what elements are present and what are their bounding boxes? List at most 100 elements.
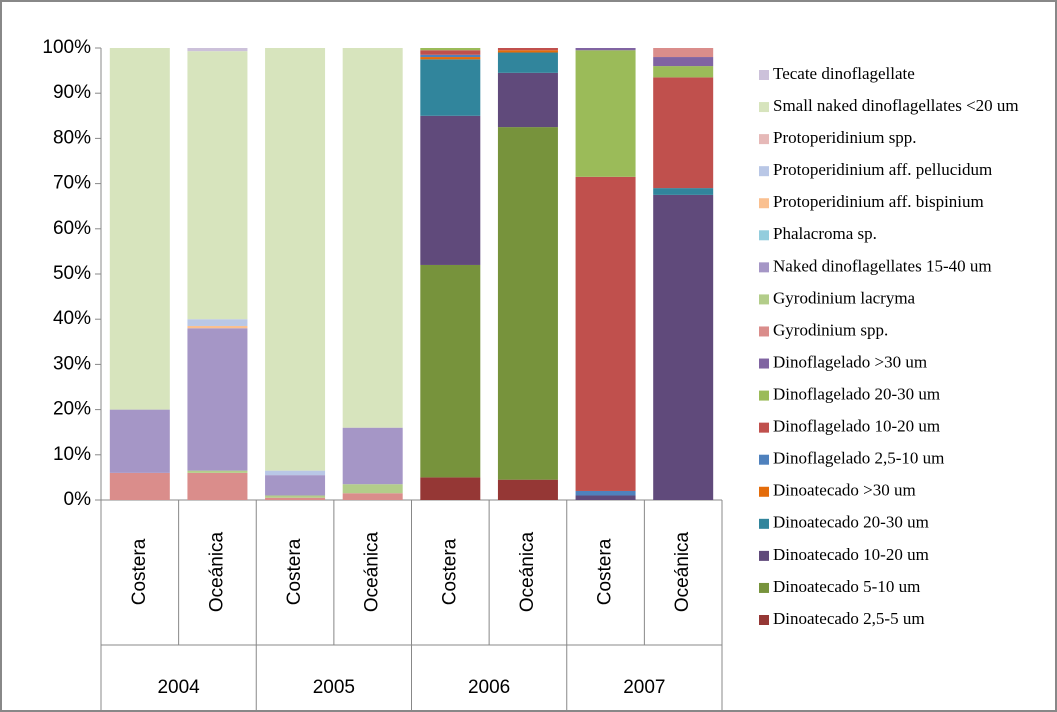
- bar-segment: [109, 409, 170, 473]
- bar-segment: [575, 50, 636, 177]
- bar-segment: [653, 66, 714, 78]
- bar-segment: [265, 495, 326, 498]
- y-tick-label: 80%: [53, 127, 91, 148]
- group-label: 2005: [313, 677, 355, 698]
- bar-segment: [575, 176, 636, 491]
- legend-label: Dinoatecado 20-30 um: [773, 513, 929, 532]
- bar-segment: [187, 472, 248, 500]
- x-tick-label: Oceánica: [672, 531, 693, 612]
- bar-segment: [187, 325, 248, 329]
- legend-swatch: [759, 262, 769, 273]
- legend-label: Protoperidinium aff. pellucidum: [773, 160, 992, 179]
- bar-segment: [575, 490, 636, 496]
- x-tick-label: Oceánica: [362, 531, 383, 612]
- bar-segment: [497, 479, 558, 500]
- bar-segment: [497, 48, 558, 51]
- legend-swatch: [759, 134, 769, 145]
- bar-segment: [109, 472, 170, 500]
- group-label: 2004: [157, 677, 200, 698]
- legend-label: Dinoatecado 2,5-5 um: [773, 609, 925, 628]
- bar-segment: [265, 475, 326, 496]
- legend-swatch: [759, 550, 769, 561]
- bar-segment: [420, 477, 481, 500]
- legend-label: Dinoflagelado 2,5-10 um: [773, 449, 944, 468]
- y-tick-label: 20%: [53, 399, 91, 420]
- group-label: 2007: [623, 677, 665, 698]
- y-tick-label: 60%: [53, 218, 91, 239]
- legend-swatch: [759, 198, 769, 209]
- bar-segment: [420, 59, 481, 116]
- bar-segment: [265, 497, 326, 500]
- bar-segment: [653, 194, 714, 500]
- x-tick-label: Costera: [129, 538, 150, 605]
- legend-label: Protoperidinium aff. bispinium: [773, 192, 984, 211]
- bar-segment: [265, 470, 326, 476]
- bar-segment: [420, 48, 481, 51]
- y-tick-label: 90%: [53, 82, 91, 103]
- legend-swatch: [759, 358, 769, 369]
- legend-label: Tecate dinoflagellate: [773, 64, 915, 83]
- y-tick-label: 30%: [53, 353, 91, 374]
- legend-label: Dinoatecado 10-20 um: [773, 545, 929, 564]
- x-tick-label: Costera: [284, 538, 305, 605]
- bar-segment: [420, 57, 481, 60]
- bar-segment: [575, 48, 636, 51]
- bar-segment: [342, 493, 403, 500]
- bar-segment: [497, 72, 558, 128]
- legend-swatch: [759, 454, 769, 465]
- legend-swatch: [759, 390, 769, 401]
- y-tick-label: 40%: [53, 308, 91, 329]
- legend-label: Dinoflagelado >30 um: [773, 352, 927, 371]
- bar-segment: [653, 48, 714, 58]
- legend-swatch: [759, 70, 769, 80]
- legend-label: Dinoatecado 5-10 um: [773, 577, 920, 596]
- bar-segment: [497, 52, 558, 73]
- bar-segment: [653, 188, 714, 195]
- legend-swatch: [759, 422, 769, 433]
- bar-segment: [575, 495, 636, 500]
- bar-segment: [187, 48, 248, 52]
- bar-segment: [420, 50, 481, 55]
- bar-segment: [420, 54, 481, 58]
- bar-segment: [420, 264, 481, 478]
- legend-label: Gyrodinium lacryma: [773, 288, 916, 307]
- y-tick-label: 50%: [53, 263, 91, 284]
- bar-segment: [187, 470, 248, 473]
- x-tick-label: Oceánica: [517, 531, 538, 612]
- legend-swatch: [759, 166, 769, 177]
- y-tick-label: 0%: [64, 489, 92, 510]
- legend-swatch: [759, 294, 769, 305]
- bar-segment: [187, 319, 248, 326]
- legend-swatch: [759, 486, 769, 497]
- legend-label: Dinoatecado >30 um: [773, 481, 916, 500]
- bar-segment: [497, 127, 558, 480]
- legend-swatch: [759, 518, 769, 529]
- legend-swatch: [759, 102, 769, 113]
- y-tick-label: 10%: [53, 444, 91, 465]
- legend-label: Naked dinoflagellates 15-40 um: [773, 256, 992, 275]
- bar-segment: [265, 48, 326, 471]
- legend-swatch: [759, 326, 769, 337]
- x-tick-label: Costera: [439, 538, 460, 605]
- bar-segment: [187, 51, 248, 320]
- legend-label: Dinoflagelado 20-30 um: [773, 384, 940, 403]
- group-label: 2006: [468, 677, 510, 698]
- bar-segment: [109, 48, 170, 410]
- bar-segment: [342, 48, 403, 428]
- legend-swatch: [759, 582, 769, 593]
- bar-segment: [342, 484, 403, 494]
- x-tick-label: Oceánica: [206, 531, 227, 612]
- y-tick-label: 70%: [53, 173, 91, 194]
- bar-segment: [497, 50, 558, 53]
- bar-segment: [420, 115, 481, 265]
- legend-swatch: [759, 615, 769, 625]
- legend-label: Gyrodinium spp.: [773, 320, 888, 339]
- bar-segment: [187, 328, 248, 471]
- legend-label: Phalacroma sp.: [773, 224, 877, 243]
- x-tick-label: Costera: [595, 538, 616, 605]
- legend-label: Dinoflagelado 10-20 um: [773, 417, 940, 436]
- bar-segment: [653, 57, 714, 67]
- y-tick-label: 100%: [42, 37, 91, 58]
- legend-swatch: [759, 230, 769, 241]
